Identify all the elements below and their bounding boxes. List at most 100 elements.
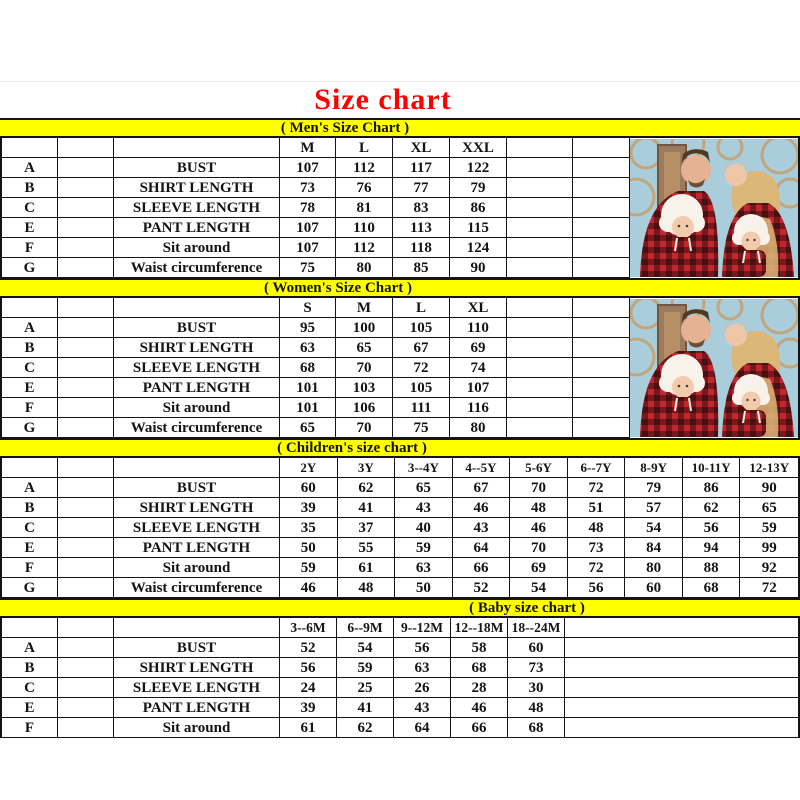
empty-cell [507,398,573,418]
size-value-cell: 107 [280,158,336,178]
spacer-cell [58,178,114,198]
label-header-cell [114,138,280,158]
size-value-cell: 83 [393,198,450,218]
size-value-cell: 37 [337,518,396,538]
empty-cell [565,678,798,698]
row-label: Sit around [114,238,280,258]
size-col-header: 9--12M [394,618,451,638]
row-letter: B [2,498,58,518]
size-value-cell: 73 [508,658,565,678]
size-col-header: L [393,298,450,318]
spacer-cell [58,638,114,658]
size-col-header: 3--4Y [395,458,453,478]
spacer-cell [58,678,114,698]
table-row: A BUST 107 112 117 122 [2,158,798,178]
spacer-cell [58,238,114,258]
size-value-cell: 59 [740,518,798,538]
row-letter: B [2,178,58,198]
label-header-cell [114,618,280,638]
size-value-cell: 50 [280,538,338,558]
empty-cell [573,338,630,358]
table-row: E PANT LENGTH 50 55 59 64 70 73 84 94 99 [2,538,798,558]
empty-cell [573,298,630,318]
size-value-cell: 81 [336,198,393,218]
size-value-cell: 67 [452,478,511,498]
label-header-cell [114,458,280,478]
size-value-cell: 28 [451,678,508,698]
size-value-cell: 56 [567,578,626,598]
size-col-header: 4--5Y [452,458,511,478]
empty-cell [507,138,573,158]
size-value-cell: 46 [451,698,508,718]
header-row: M L XL XXL [2,138,798,158]
size-value-cell: 124 [450,238,507,258]
empty-cell [573,358,630,378]
size-value-cell: 86 [682,478,741,498]
spacer-cell [58,658,114,678]
table-row: A BUST 95 100 105 110 [2,318,798,338]
table-row: F Sit around 61 62 64 66 68 [2,718,798,738]
size-value-cell: 107 [280,218,336,238]
size-value-cell: 46 [280,578,338,598]
womens-size-table: S M L XL A BUST 95 100 105 110 B SHIRT LENGTH 63 65 67… [0,298,800,438]
row-letter: G [2,418,58,438]
size-value-cell: 65 [740,498,798,518]
size-value-cell: 60 [280,478,338,498]
size-value-cell: 84 [625,538,683,558]
empty-cell [573,378,630,398]
childrens-size-table: 2Y 3Y 3--4Y 4--5Y 5-6Y 6--7Y 8-9Y 10-11Y 12-13Y A… [0,458,800,598]
size-value-cell: 66 [452,558,511,578]
mens-size-table: M L XL XXL A BUST 107 112 117 122 B SHIRT LENGTH 73 7… [0,138,800,278]
size-value-cell: 74 [450,358,507,378]
row-letter: B [2,338,58,358]
corner-cell [2,298,58,318]
size-value-cell: 115 [450,218,507,238]
spacer-cell [58,558,114,578]
empty-cell [565,658,798,678]
size-value-cell: 122 [450,158,507,178]
baby-chart-band: ( Baby size chart ) [0,598,800,618]
row-label: Sit around [114,398,280,418]
row-label: BUST [114,638,280,658]
size-value-cell: 61 [337,558,396,578]
size-value-cell: 63 [394,658,451,678]
spacer-cell [58,538,114,558]
empty-cell [573,218,630,238]
spacer-cell [58,578,114,598]
size-value-cell: 85 [393,258,450,278]
size-value-cell: 26 [394,678,451,698]
spacer-header-cell [58,618,114,638]
spacer-cell [58,478,114,498]
size-value-cell: 80 [625,558,683,578]
row-letter: G [2,578,58,598]
table-row: C SLEEVE LENGTH 78 81 83 86 [2,198,798,218]
spacer-cell [58,218,114,238]
baby-chart-band-label: ( Baby size chart ) [469,599,585,616]
childrens-chart-band-label: ( Children's size chart ) [277,439,427,456]
size-value-cell: 101 [280,398,336,418]
row-letter: E [2,378,58,398]
spacer-cell [58,378,114,398]
size-value-cell: 105 [393,318,450,338]
empty-cell [565,638,798,658]
size-value-cell: 62 [337,718,394,738]
size-value-cell: 66 [451,718,508,738]
spacer-cell [58,418,114,438]
spacer-cell [58,498,114,518]
size-value-cell: 80 [336,258,393,278]
empty-cell [573,198,630,218]
row-label: SLEEVE LENGTH [114,518,280,538]
size-value-cell: 40 [395,518,453,538]
spacer-header-cell [58,298,114,318]
spacer-cell [58,358,114,378]
size-value-cell: 62 [337,478,396,498]
size-value-cell: 68 [682,578,741,598]
size-value-cell: 90 [740,478,798,498]
size-value-cell: 64 [394,718,451,738]
row-letter: E [2,698,58,718]
spacer-cell [58,198,114,218]
label-header-cell [114,298,280,318]
size-value-cell: 70 [336,358,393,378]
size-value-cell: 72 [567,558,626,578]
womens-chart-band-label: ( Women's Size Chart ) [263,279,413,296]
